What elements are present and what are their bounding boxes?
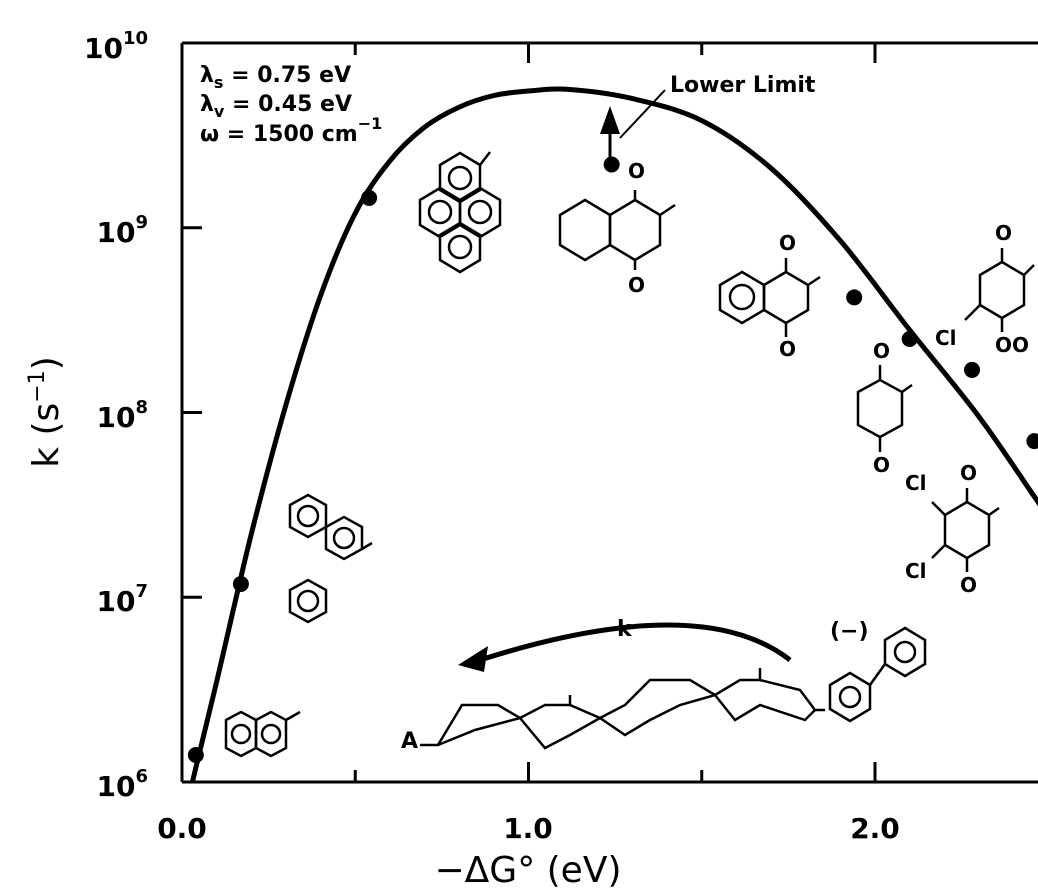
oxygen-label: O (960, 461, 977, 485)
oxygen-label: O (628, 273, 645, 297)
data-point (361, 189, 378, 206)
oxygen-label: O (628, 159, 645, 183)
electron-transfer-annotation: k (−) A (401, 617, 869, 754)
transfer-arrow-head (458, 646, 488, 672)
x-tick-label-1: 1.0 (503, 812, 553, 845)
dichlorobenzoquinone-structure (931, 488, 1000, 572)
y-tick-label-1e9: 109 (97, 212, 149, 249)
oxygen-label: O (995, 333, 1012, 357)
rate-k-label: k (617, 617, 633, 642)
y-tick-label-1e8: 108 (97, 397, 149, 434)
molecule-structures (224, 151, 1035, 758)
benzoquinone-structure (856, 365, 913, 452)
param-lambda-s: λs = 0.75 eV (200, 63, 351, 92)
data-point-lower-limit (603, 156, 620, 173)
oxygen-label: O (779, 231, 796, 255)
parameters-legend: λs = 0.75 eV λv = 0.45 eV ω = 1500 cm−1 (200, 63, 382, 147)
data-point (232, 575, 249, 592)
pyrene-structure (418, 151, 502, 274)
y-tick-label-1e10: 1010 (84, 28, 148, 65)
oxygen-label: O (873, 339, 890, 363)
bicyclic-enedione-structure (558, 190, 676, 270)
chlorobenzoquinone-structure (964, 248, 1035, 332)
plot-area (187, 86, 1038, 782)
x-tick-labels: 0.0 1.0 2.0 (157, 812, 900, 845)
data-points (187, 156, 1038, 764)
oxygen-label: O (873, 453, 890, 477)
data-point (1026, 433, 1038, 450)
param-omega: ω = 1500 cm−1 (200, 114, 382, 147)
acceptor-label: A (401, 729, 418, 754)
transfer-arrow-arc (479, 622, 792, 663)
lower-limit-arrow-head (600, 106, 620, 134)
x-tick-label-0: 0.0 (157, 812, 207, 845)
chlorine-label: Cl (905, 559, 927, 583)
oxygen-label: O (960, 573, 977, 597)
chlorine-labels: Cl Cl Cl (905, 326, 957, 583)
fit-curve (189, 86, 1038, 782)
oxygen-label: O (779, 337, 796, 361)
x-tick-label-2: 2.0 (850, 812, 900, 845)
data-point (901, 330, 918, 347)
steroid-spacer-structure (420, 668, 825, 750)
lower-limit-leader (619, 89, 666, 139)
ticks (180, 41, 877, 784)
biphenyl-structure (828, 626, 927, 723)
param-lambda-v: λv = 0.45 eV (200, 92, 352, 121)
oxygen-labels: O O O O O O O O O O O (628, 159, 1029, 597)
data-point (846, 289, 863, 306)
y-axis-title: k (s−1) (25, 356, 67, 468)
lower-limit-annotation: Lower Limit (600, 73, 816, 166)
chlorine-label: Cl (935, 326, 957, 350)
y-tick-label-1e7: 107 (97, 581, 149, 618)
data-point (187, 747, 204, 764)
oxygen-label: O (995, 221, 1012, 245)
lower-limit-label: Lower Limit (670, 73, 816, 98)
anion-label: (−) (830, 619, 869, 644)
chlorine-label: Cl (905, 471, 927, 495)
x-axis-title: −ΔG° (eV) (435, 850, 622, 888)
naphthalene-structure (224, 710, 301, 758)
oxygen-label: O (1012, 333, 1029, 357)
naphthoquinone-structure (718, 258, 821, 337)
data-point (964, 361, 981, 378)
phenanthrene-structure (288, 493, 373, 624)
y-tick-label-1e6: 106 (97, 766, 149, 803)
y-tick-labels: 106 107 108 109 1010 (84, 28, 148, 803)
